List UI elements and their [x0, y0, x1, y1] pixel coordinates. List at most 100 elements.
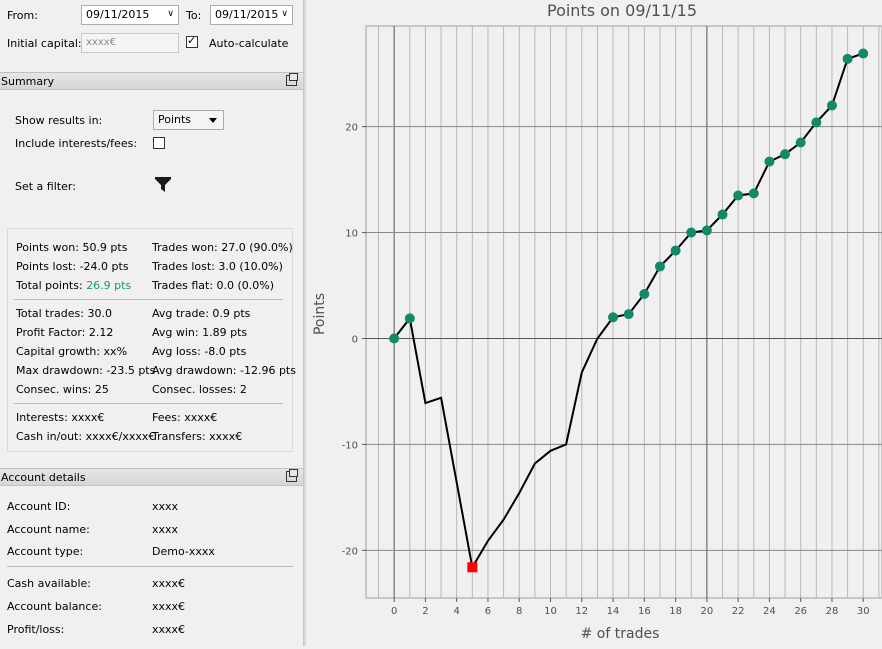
- x-tick-label: 24: [763, 606, 776, 617]
- to-date-value: 09/11/2015: [215, 8, 279, 21]
- capital-growth: Capital growth: xx%: [16, 345, 128, 358]
- account-type-label: Account type:: [7, 545, 84, 558]
- y-tick-label: 10: [345, 229, 358, 240]
- divider: [7, 566, 293, 567]
- transfers: Transfers: xxxx€: [152, 430, 243, 443]
- account-balance-label: Account balance:: [7, 600, 102, 613]
- from-date-value: 09/11/2015: [86, 8, 150, 21]
- auto-calculate-checkbox[interactable]: [186, 34, 198, 48]
- summary-header: Summary: [0, 72, 303, 90]
- x-tick-label: 28: [826, 606, 839, 617]
- data-point: [717, 209, 728, 220]
- initial-capital-field[interactable]: xxxx€: [81, 33, 179, 53]
- include-interests-label: Include interests/fees:: [15, 137, 138, 150]
- dropdown-arrow-icon: [209, 118, 217, 123]
- chart-markers: [389, 48, 869, 573]
- max-drawdown: Max drawdown: -23.5 pts: [16, 364, 156, 377]
- chevron-down-icon[interactable]: ∨: [281, 9, 288, 19]
- x-tick-label: 16: [638, 606, 651, 617]
- account-id-value: xxxx: [152, 500, 179, 513]
- chevron-down-icon[interactable]: ∨: [167, 9, 174, 19]
- splitter-handle[interactable]: [303, 0, 306, 646]
- data-point: [811, 117, 822, 128]
- account-name-value: xxxx: [152, 523, 179, 536]
- x-tick-label: 22: [732, 606, 745, 617]
- data-point: [795, 137, 806, 148]
- x-tick-label: 12: [575, 606, 588, 617]
- data-point: [639, 288, 650, 299]
- x-tick-label: 26: [794, 606, 807, 617]
- x-tick-label: 30: [857, 606, 870, 617]
- chart-y-axis-label: Points: [312, 293, 328, 335]
- data-point: [701, 225, 712, 236]
- data-point: [670, 245, 681, 256]
- total-points-value: 26.9 pts: [86, 279, 132, 292]
- show-results-dropdown[interactable]: Points: [153, 110, 224, 130]
- divider: [14, 299, 283, 300]
- divider: [14, 403, 283, 404]
- trades-won: Trades won: 27.0 (90.0%): [152, 241, 293, 254]
- y-tick-label: 0: [352, 334, 358, 345]
- data-point: [404, 313, 415, 324]
- from-date-picker[interactable]: 09/11/2015 ∨: [81, 5, 179, 25]
- x-tick-label: 14: [607, 606, 620, 617]
- account-type-value: Demo-xxxx: [152, 545, 215, 558]
- data-point: [389, 333, 400, 344]
- plot-area: [365, 25, 882, 599]
- float-panel-icon[interactable]: [286, 73, 298, 86]
- consec-wins: Consec. wins: 25: [16, 383, 109, 396]
- x-tick-label: 8: [516, 606, 522, 617]
- chart-title: Points on 09/11/15: [547, 1, 697, 20]
- account-balance-value: xxxx€: [152, 600, 186, 613]
- cash-available-label: Cash available:: [7, 577, 91, 590]
- points-lost: Points lost: -24.0 pts: [16, 260, 129, 273]
- total-points: Total points: 26.9 pts: [16, 279, 131, 292]
- y-tick-label: -10: [342, 440, 358, 451]
- trades-flat: Trades flat: 0.0 (0.0%): [152, 279, 275, 292]
- y-tick-label: -20: [342, 546, 358, 557]
- profit-factor: Profit Factor: 2.12: [16, 326, 114, 339]
- avg-drawdown: Avg drawdown: -12.96 pts: [152, 364, 296, 377]
- y-tick-label: 20: [345, 123, 358, 134]
- account-name-label: Account name:: [7, 523, 90, 536]
- data-point: [686, 227, 697, 238]
- data-point: [623, 309, 634, 320]
- data-point: [748, 188, 759, 199]
- min-data-point: [467, 562, 478, 573]
- from-label: From:: [7, 9, 38, 22]
- data-point: [842, 53, 853, 64]
- data-point: [733, 190, 744, 201]
- total-trades: Total trades: 30.0: [16, 307, 112, 320]
- points-won: Points won: 50.9 pts: [16, 241, 128, 254]
- float-panel-icon[interactable]: [286, 469, 298, 482]
- account-id-label: Account ID:: [7, 500, 71, 513]
- include-interests-checkbox[interactable]: [153, 137, 165, 149]
- data-point: [826, 100, 837, 111]
- x-tick-label: 0: [391, 606, 397, 617]
- left-panel: From: 09/11/2015 ∨ To: 09/11/2015 ∨ Init…: [0, 0, 303, 646]
- chart-x-axis-label: # of trades: [581, 626, 660, 642]
- total-points-label: Total points:: [16, 279, 83, 292]
- chart-grid: [365, 25, 882, 599]
- account-details-header: Account details: [0, 468, 303, 486]
- avg-win: Avg win: 1.89 pts: [152, 326, 248, 339]
- data-point: [608, 312, 619, 323]
- interests: Interests: xxxx€: [16, 411, 105, 424]
- x-tick-label: 6: [485, 606, 491, 617]
- trades-lost: Trades lost: 3.0 (10.0%): [152, 260, 283, 273]
- data-point: [654, 261, 665, 272]
- to-label: To:: [186, 9, 202, 22]
- show-results-label: Show results in:: [15, 114, 103, 127]
- x-tick-label: 10: [544, 606, 557, 617]
- data-point: [764, 156, 775, 167]
- profit-loss-value: xxxx€: [152, 623, 186, 636]
- initial-capital-placeholder: xxxx€: [86, 37, 117, 48]
- consec-losses: Consec. losses: 2: [152, 383, 247, 396]
- profit-loss-label: Profit/loss:: [7, 623, 65, 636]
- filter-icon[interactable]: [155, 177, 171, 192]
- to-date-picker[interactable]: 09/11/2015 ∨: [210, 5, 293, 25]
- x-tick-label: 2: [422, 606, 428, 617]
- summary-title: Summary: [1, 75, 55, 88]
